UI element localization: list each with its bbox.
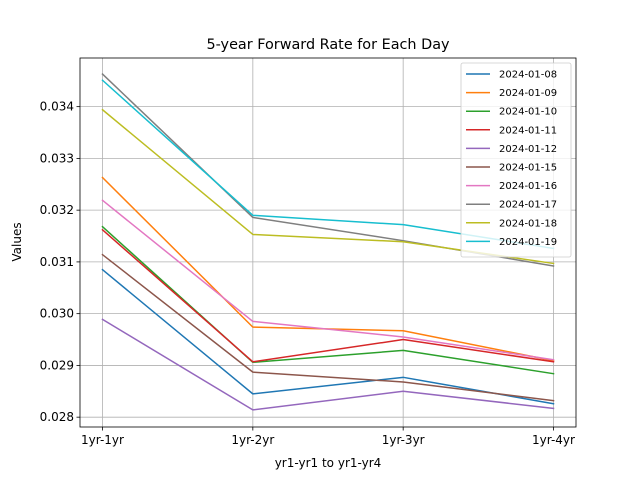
- y-tick-label: 0.029: [40, 358, 74, 372]
- y-tick-label: 0.028: [40, 410, 74, 424]
- legend-label: 2024-01-15: [499, 163, 557, 174]
- y-tick-label: 0.031: [40, 255, 74, 269]
- legend-label: 2024-01-18: [499, 218, 557, 229]
- legend-label: 2024-01-17: [499, 200, 557, 211]
- series-line: [101, 228, 555, 363]
- chart-title: 5-year Forward Rate for Each Day: [206, 37, 450, 53]
- series-line: [101, 253, 555, 402]
- series-line: [101, 268, 555, 405]
- legend-label: 2024-01-09: [499, 88, 557, 99]
- legend-label: 2024-01-10: [499, 107, 557, 118]
- legend-label: 2024-01-12: [499, 144, 557, 155]
- legend-label: 2024-01-16: [499, 181, 557, 192]
- series-lines: [101, 72, 555, 411]
- x-axis-ticks: 1yr-1yr 1yr-2yr 1yr-3yr 1yr-4yr: [81, 427, 575, 447]
- x-tick-label: 1yr-3yr: [382, 433, 425, 447]
- series-line: [101, 318, 555, 411]
- y-axis-title: Values: [10, 222, 24, 261]
- legend-label: 2024-01-19: [499, 237, 557, 248]
- y-tick-label: 0.033: [40, 151, 74, 165]
- y-axis-ticks: 0.028 0.029 0.030 0.031 0.032 0.033 0.034: [40, 100, 80, 424]
- legend-label: 2024-01-11: [499, 125, 557, 136]
- legend: 2024-01-08 2024-01-09 2024-01-10 2024-01-11…: [460, 62, 572, 258]
- y-tick-label: 0.034: [40, 100, 74, 114]
- y-tick-label: 0.032: [40, 203, 74, 217]
- x-tick-label: 1yr-4yr: [532, 433, 575, 447]
- x-axis-title: yr1-yr1 to yr1-yr4: [275, 456, 382, 470]
- x-tick-label: 1yr-2yr: [231, 433, 274, 447]
- y-tick-label: 0.030: [40, 307, 74, 321]
- plot-frame: [79, 57, 577, 428]
- series-line: [101, 199, 555, 361]
- legend-label: 2024-01-08: [499, 70, 557, 81]
- series-line: [101, 225, 555, 375]
- x-tick-label: 1yr-1yr: [81, 433, 124, 447]
